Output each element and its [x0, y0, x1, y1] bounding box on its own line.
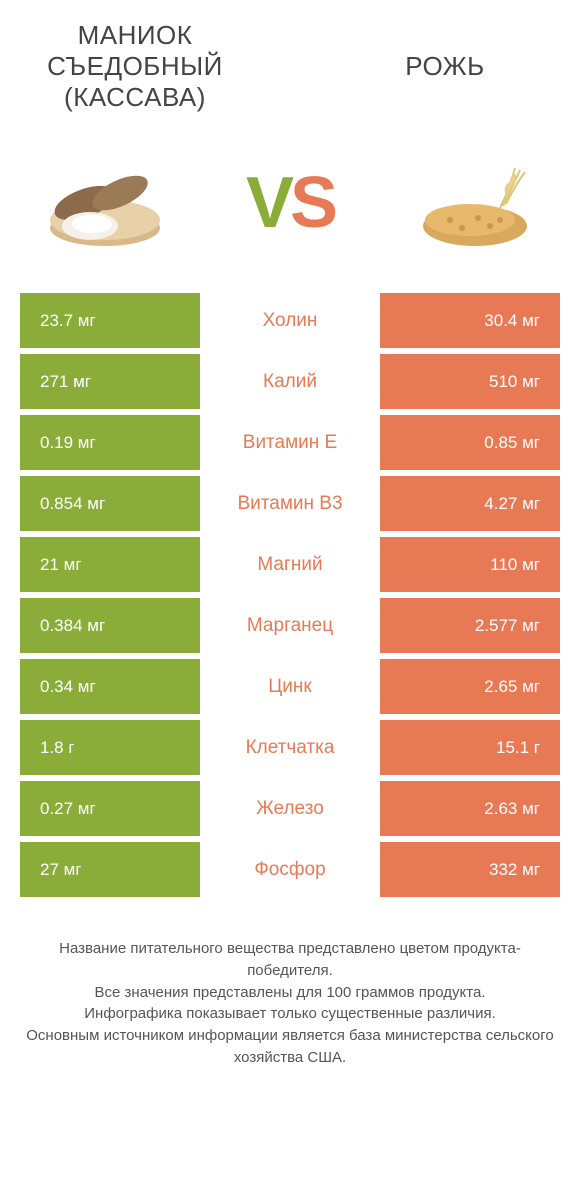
- table-row: 271 мгКалий510 мг: [20, 354, 560, 409]
- food-image-left: [30, 148, 180, 258]
- nutrient-value-left: 0.34 мг: [20, 659, 200, 714]
- nutrient-name: Магний: [200, 537, 380, 592]
- vs-v: V: [246, 163, 290, 243]
- footer-line: Все значения представлены для 100 граммо…: [25, 982, 555, 1004]
- nutrient-name: Витамин E: [200, 415, 380, 470]
- footer-notes: Название питательного вещества представл…: [0, 903, 580, 1089]
- header-left-title: МАНИОК СЪЕДОБНЫЙ (КАССАВА): [20, 20, 250, 113]
- nutrient-value-right: 4.27 мг: [380, 476, 560, 531]
- nutrient-value-left: 1.8 г: [20, 720, 200, 775]
- nutrient-value-left: 271 мг: [20, 354, 200, 409]
- nutrient-value-left: 0.384 мг: [20, 598, 200, 653]
- nutrient-value-right: 30.4 мг: [380, 293, 560, 348]
- footer-line: Основным источником информации является …: [25, 1025, 555, 1069]
- nutrient-name: Марганец: [200, 598, 380, 653]
- nutrient-name: Витамин B3: [200, 476, 380, 531]
- table-row: 0.19 мгВитамин E0.85 мг: [20, 415, 560, 470]
- nutrient-name: Железо: [200, 781, 380, 836]
- nutrient-name: Цинк: [200, 659, 380, 714]
- nutrient-value-left: 23.7 мг: [20, 293, 200, 348]
- nutrient-table: 23.7 мгХолин30.4 мг 271 мгКалий510 мг 0.19…: [0, 293, 580, 897]
- nutrient-value-right: 332 мг: [380, 842, 560, 897]
- table-row: 0.384 мгМарганец2.577 мг: [20, 598, 560, 653]
- nutrient-value-left: 21 мг: [20, 537, 200, 592]
- table-row: 1.8 гКлетчатка15.1 г: [20, 720, 560, 775]
- table-row: 0.27 мгЖелезо2.63 мг: [20, 781, 560, 836]
- vs-s: S: [290, 163, 334, 243]
- vs-row: VS: [0, 123, 580, 293]
- footer-line: Инфографика показывает только существенн…: [25, 1003, 555, 1025]
- nutrient-value-right: 2.63 мг: [380, 781, 560, 836]
- nutrient-name: Фосфор: [200, 842, 380, 897]
- nutrient-value-right: 2.65 мг: [380, 659, 560, 714]
- nutrient-name: Клетчатка: [200, 720, 380, 775]
- nutrient-value-right: 0.85 мг: [380, 415, 560, 470]
- nutrient-value-left: 27 мг: [20, 842, 200, 897]
- food-image-right: [400, 148, 550, 258]
- nutrient-name: Калий: [200, 354, 380, 409]
- table-row: 23.7 мгХолин30.4 мг: [20, 293, 560, 348]
- table-row: 0.854 мгВитамин B34.27 мг: [20, 476, 560, 531]
- nutrient-value-right: 110 мг: [380, 537, 560, 592]
- nutrient-value-left: 0.27 мг: [20, 781, 200, 836]
- header-right-title: РОЖЬ: [330, 51, 560, 82]
- nutrient-value-right: 15.1 г: [380, 720, 560, 775]
- nutrient-value-right: 2.577 мг: [380, 598, 560, 653]
- nutrient-value-right: 510 мг: [380, 354, 560, 409]
- footer-line: Название питательного вещества представл…: [25, 938, 555, 982]
- nutrient-name: Холин: [200, 293, 380, 348]
- table-row: 27 мгФосфор332 мг: [20, 842, 560, 897]
- table-row: 21 мгМагний110 мг: [20, 537, 560, 592]
- nutrient-value-left: 0.854 мг: [20, 476, 200, 531]
- nutrient-value-left: 0.19 мг: [20, 415, 200, 470]
- table-row: 0.34 мгЦинк2.65 мг: [20, 659, 560, 714]
- vs-label: VS: [246, 162, 334, 244]
- header: МАНИОК СЪЕДОБНЫЙ (КАССАВА) РОЖЬ: [0, 0, 580, 123]
